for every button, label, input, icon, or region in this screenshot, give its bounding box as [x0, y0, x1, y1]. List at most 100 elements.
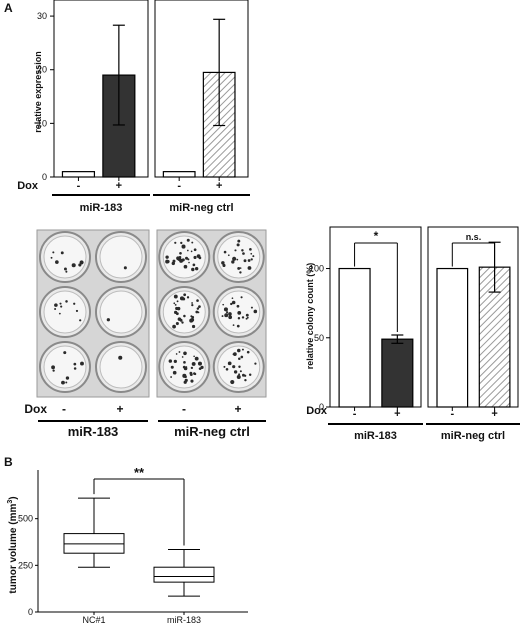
- colony-dot: [80, 361, 84, 366]
- colony-dot: [247, 266, 252, 270]
- colony-dot: [194, 356, 199, 361]
- colony-dot: [239, 267, 242, 269]
- colony-dot: [182, 297, 186, 301]
- culture-well-inner: [99, 235, 143, 279]
- colony-y-label: relative colony count (%): [305, 263, 315, 370]
- colony-dot: [174, 241, 177, 244]
- colony-dot: [222, 263, 226, 268]
- colony-dot: [187, 258, 190, 261]
- colony-dot: [237, 317, 241, 320]
- colony-dot: [178, 351, 181, 353]
- colony-dot: [228, 315, 233, 320]
- colony-dot: [191, 302, 194, 304]
- colony-panel-frame: [329, 226, 422, 408]
- colony-dot: [165, 259, 170, 264]
- colony-dot: [234, 249, 237, 252]
- colony-dot: [186, 238, 190, 242]
- colony-dot: [190, 366, 194, 370]
- colony-dot: [193, 255, 197, 260]
- colony-dot: [184, 378, 188, 382]
- colony-dot: [193, 355, 195, 358]
- tumor-plot-area: 0 250 500 NC#1 miR-183 **: [18, 465, 248, 625]
- colony-dot: [185, 366, 188, 368]
- colony-dot: [182, 373, 187, 378]
- colony-dot: [59, 302, 62, 305]
- colony-y-tick-label: 50: [314, 333, 324, 343]
- expression-dox-label: Dox: [17, 180, 39, 192]
- colony-dot: [197, 361, 202, 366]
- colony-dot: [65, 376, 70, 380]
- expression-bar: [162, 171, 196, 178]
- colony-dot: [238, 357, 241, 361]
- colony-dot: [173, 294, 178, 299]
- expression-y-label: relative expression: [33, 51, 43, 133]
- colony-dot: [51, 365, 55, 370]
- colony-dot: [183, 314, 186, 318]
- colony-dot: [223, 307, 228, 312]
- tumor-category-label: miR-183: [167, 615, 201, 625]
- colony-dot: [231, 300, 236, 305]
- colony-dot: [247, 259, 251, 262]
- colony-dot: [65, 300, 68, 303]
- colony-dot: [225, 368, 229, 371]
- colony-dot: [61, 380, 65, 385]
- colony-plate-images: Dox - + - + miR-183 miR-neg ctrl: [24, 229, 267, 439]
- colony-dot: [123, 266, 127, 270]
- colony-dot: [175, 306, 179, 311]
- colony-dot: [253, 309, 258, 314]
- colony-dot: [190, 250, 193, 253]
- colony-dot: [232, 324, 235, 327]
- colony-dot: [181, 321, 184, 324]
- expression-category-label: +: [216, 180, 222, 192]
- colony-dot: [54, 303, 58, 307]
- colony-dot: [73, 302, 76, 305]
- colony-dot: [192, 263, 196, 267]
- colony-dot: [240, 355, 244, 359]
- tumor-y-tick-label: 500: [18, 514, 33, 524]
- tumor-y-tick-label: 0: [28, 607, 33, 617]
- colony-significance-label: n.s.: [466, 232, 482, 242]
- colony-dot: [175, 353, 178, 355]
- culture-well-inner: [43, 345, 87, 389]
- colony-dot: [79, 260, 84, 265]
- colony-dot: [224, 313, 229, 318]
- colony-dot: [237, 266, 241, 270]
- colony-dot: [193, 373, 196, 375]
- colony-y-axis: 0 50 100: [309, 264, 330, 412]
- colony-category-label: -: [353, 408, 357, 420]
- colony-dot: [181, 356, 184, 358]
- colony-dot: [55, 260, 59, 264]
- colony-dot: [173, 359, 177, 363]
- expression-y-tick-label: 20: [37, 65, 47, 75]
- colony-group-label: miR-183: [354, 430, 397, 442]
- colony-dot: [236, 258, 239, 261]
- colony-dot: [195, 267, 199, 271]
- colony-dot: [221, 315, 224, 318]
- colony-bar: [338, 267, 371, 408]
- colony-dot: [246, 316, 249, 319]
- colony-dot: [54, 307, 57, 310]
- plates-group-neg-ctrl: miR-neg ctrl: [174, 424, 250, 439]
- colony-dot: [168, 359, 173, 363]
- expression-y-tick-label: 30: [37, 11, 47, 21]
- colony-dot: [232, 353, 235, 356]
- colony-category-label: +: [394, 408, 400, 420]
- colony-dot: [175, 321, 179, 326]
- colony-dot: [65, 381, 68, 384]
- colony-dot: [236, 375, 241, 380]
- colony-dot: [245, 317, 248, 320]
- colony-dot: [193, 248, 197, 252]
- colony-dot: [237, 239, 241, 243]
- colony-dot: [179, 251, 182, 255]
- colony-dot: [186, 249, 189, 252]
- colony-dot: [248, 373, 252, 376]
- colony-dot: [223, 365, 226, 368]
- colony-dot: [236, 324, 240, 328]
- colony-dot: [252, 255, 255, 258]
- colony-dot: [180, 241, 183, 245]
- colony-dot: [200, 365, 204, 370]
- colony-dot: [63, 351, 67, 355]
- colony-dot: [221, 261, 225, 265]
- culture-well-inner: [43, 235, 87, 279]
- colony-dot: [243, 259, 247, 263]
